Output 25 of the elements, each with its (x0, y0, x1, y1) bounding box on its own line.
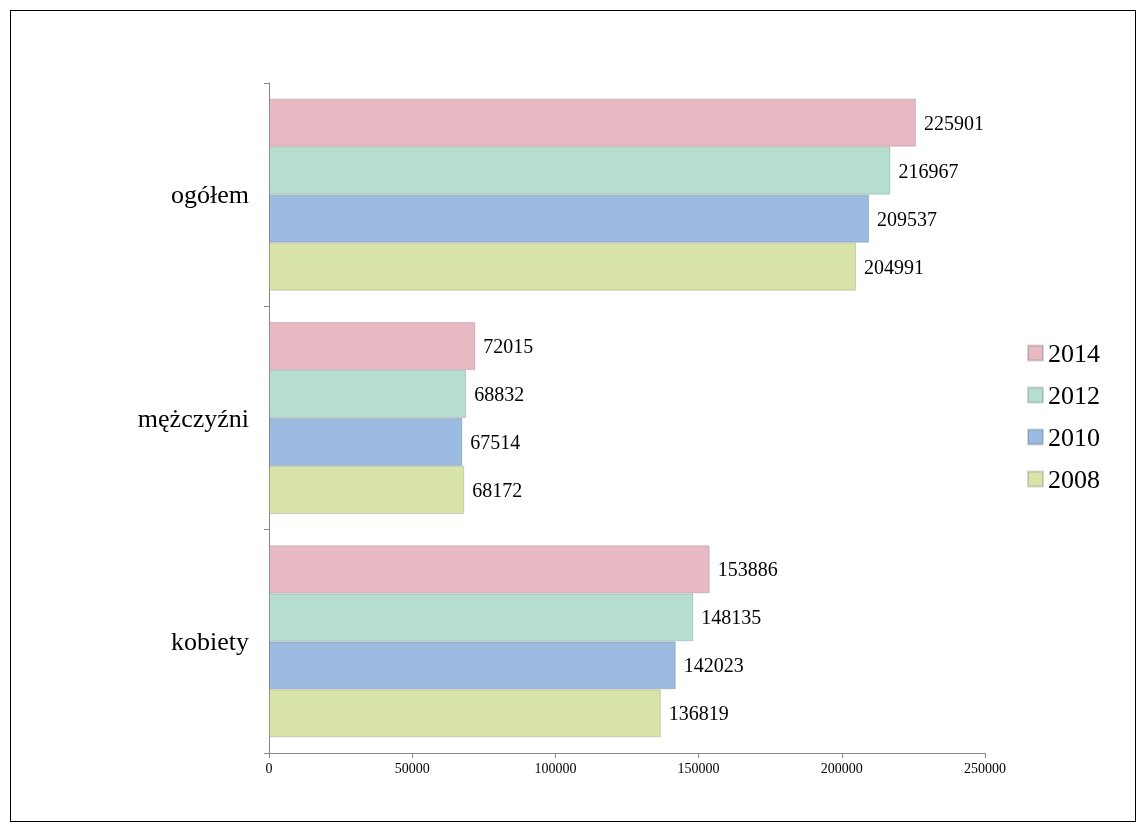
legend-label: 2012 (1048, 380, 1100, 410)
data-label: 72015 (483, 334, 534, 357)
legend-label: 2008 (1048, 464, 1100, 494)
data-label: 142023 (683, 654, 744, 677)
y-tick-label: ogółem (171, 180, 249, 210)
legend-label: 2014 (1048, 338, 1100, 368)
x-tick-label: 200000 (820, 760, 863, 776)
data-label: 225901 (923, 111, 984, 134)
x-tick-label: 100000 (534, 760, 577, 776)
data-label: 148135 (701, 606, 762, 629)
data-label: 216967 (898, 159, 959, 182)
data-label: 204991 (864, 255, 925, 278)
y-tick-label: kobiety (171, 626, 249, 656)
data-label: 209537 (877, 207, 938, 230)
data-label: 68172 (472, 479, 523, 502)
x-tick-label: 50000 (394, 760, 430, 776)
x-tick-label: 0 (265, 760, 273, 776)
y-tick-label: mężczyźni (137, 403, 249, 433)
data-label: 67514 (470, 431, 521, 454)
data-label: 68832 (474, 382, 525, 405)
legend-label: 2010 (1048, 422, 1100, 452)
data-label: 153886 (717, 558, 778, 581)
x-tick-label: 250000 (964, 760, 1006, 776)
x-tick-label: 150000 (677, 760, 720, 776)
data-label: 136819 (668, 702, 729, 725)
